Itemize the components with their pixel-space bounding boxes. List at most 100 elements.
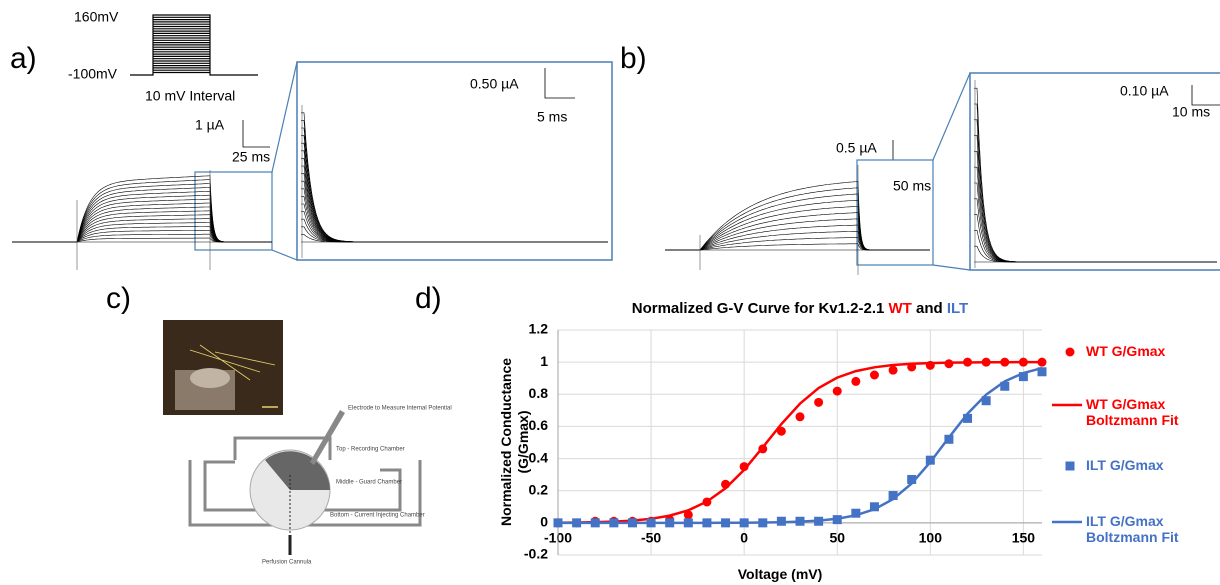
panel-label: a) [10, 42, 37, 75]
x-tick-label: 0 [740, 530, 748, 546]
current-trace [12, 222, 272, 243]
x-tick-label: 50 [829, 530, 845, 546]
fit-line [557, 360, 1042, 524]
tail-trace [301, 203, 608, 243]
tail-trace [974, 230, 1217, 263]
tail-trace [301, 188, 608, 243]
data-point [851, 508, 861, 518]
scale-label: 0.5 µA [836, 140, 877, 156]
protocol-label: 10 mV Interval [145, 88, 235, 104]
tail-trace [301, 234, 608, 243]
fit-line [558, 366, 1043, 525]
current-trace [665, 187, 930, 251]
tail-trace [974, 182, 1217, 263]
zoom-panel [969, 72, 1220, 271]
tail-trace [301, 158, 608, 243]
diagram-label: Middle - Guard Chamber [336, 480, 402, 486]
legend-swatch [1065, 461, 1075, 471]
current-trace [12, 187, 272, 243]
title-part: and [911, 300, 947, 317]
title-part: ILT [946, 300, 969, 317]
setup-photo [163, 320, 283, 415]
tail-trace [974, 135, 1217, 263]
data-point [1000, 381, 1010, 391]
data-point [888, 365, 898, 375]
data-point [776, 426, 786, 436]
chamber-diagram [188, 410, 422, 555]
y-tick-label: 0.2 [529, 481, 549, 497]
tail-trace [301, 180, 608, 243]
chart-title: Normalized G-V Curve for Kv1.2-2.1 WT an… [500, 300, 1100, 317]
data-point [832, 386, 842, 396]
y-tick-label: 0.4 [529, 449, 549, 465]
tail-trace [301, 127, 608, 243]
zoom-link [271, 61, 298, 173]
data-point [795, 412, 805, 422]
tail-trace [301, 135, 608, 243]
diagram-label: Top - Recording Chamber [336, 447, 405, 453]
y-axis-label: Normalized Conductance (G/Gmax) [498, 357, 531, 527]
y-tick-label: 0.8 [529, 385, 549, 401]
tail-trace [974, 245, 1217, 263]
current-trace [12, 194, 272, 243]
zoom-link [271, 249, 298, 261]
scale-label: 1 µA [195, 117, 225, 133]
current-trace [12, 210, 272, 243]
y-tick-label: -0.2 [524, 546, 548, 562]
panel-label: c) [106, 282, 131, 315]
current-trace [665, 199, 930, 251]
current-trace [12, 175, 272, 243]
tail-trace [974, 151, 1217, 263]
data-point [683, 510, 693, 520]
current-trace [12, 237, 272, 243]
tail-trace [974, 119, 1217, 263]
zoom-box [856, 159, 934, 266]
tail-trace [301, 120, 608, 243]
current-trace [12, 179, 272, 243]
current-trace [665, 193, 930, 251]
current-trace [665, 180, 930, 251]
current-trace [12, 226, 272, 243]
legend-swatch [1065, 347, 1075, 357]
data-point [1037, 367, 1047, 377]
current-trace [12, 214, 272, 243]
data-point [869, 370, 879, 380]
voltage-protocol [130, 14, 258, 76]
legend-label: ILT G/Gmax [1086, 457, 1164, 473]
data-point [814, 397, 824, 407]
scale-label: 10 ms [1172, 104, 1210, 120]
tail-trace [974, 166, 1217, 263]
tail-trace [301, 142, 608, 243]
tail-trace [301, 150, 608, 243]
tail-trace [974, 103, 1217, 263]
scale-label: 0.50 µA [470, 76, 519, 92]
data-point [888, 491, 898, 501]
legend-label: ILT G/Gmax Boltzmann Fit [1086, 513, 1179, 545]
scale-label: 5 ms [537, 109, 567, 125]
tail-trace [301, 173, 608, 243]
panel-label: d) [415, 282, 442, 315]
x-tick-label: 100 [919, 530, 943, 546]
scale-bar [892, 140, 930, 161]
title-part: Normalized G-V Curve for Kv1.2-2.1 [631, 300, 889, 317]
current-trace [12, 206, 272, 243]
x-axis-label: Voltage (mV) [737, 566, 823, 582]
data-point [963, 413, 973, 423]
y-tick-label: 0 [540, 514, 548, 530]
legend-label: WT G/Gmax Boltzmann Fit [1086, 396, 1179, 428]
tail-trace [301, 218, 608, 243]
diagram-label: Bottom - Current Injecting Chamber [330, 513, 425, 519]
tail-trace [974, 198, 1217, 263]
y-tick-label: 1.2 [529, 321, 549, 337]
zoom-link [932, 72, 971, 161]
scale-label: 0.10 µA [1120, 83, 1169, 99]
scale-bar [544, 68, 575, 99]
panel-label: b) [620, 42, 647, 75]
zoom-link [932, 264, 971, 271]
data-point [907, 474, 917, 484]
scale-label: 50 ms [893, 178, 931, 194]
current-trace [12, 230, 272, 243]
legend-label: WT G/Gmax [1086, 343, 1166, 359]
